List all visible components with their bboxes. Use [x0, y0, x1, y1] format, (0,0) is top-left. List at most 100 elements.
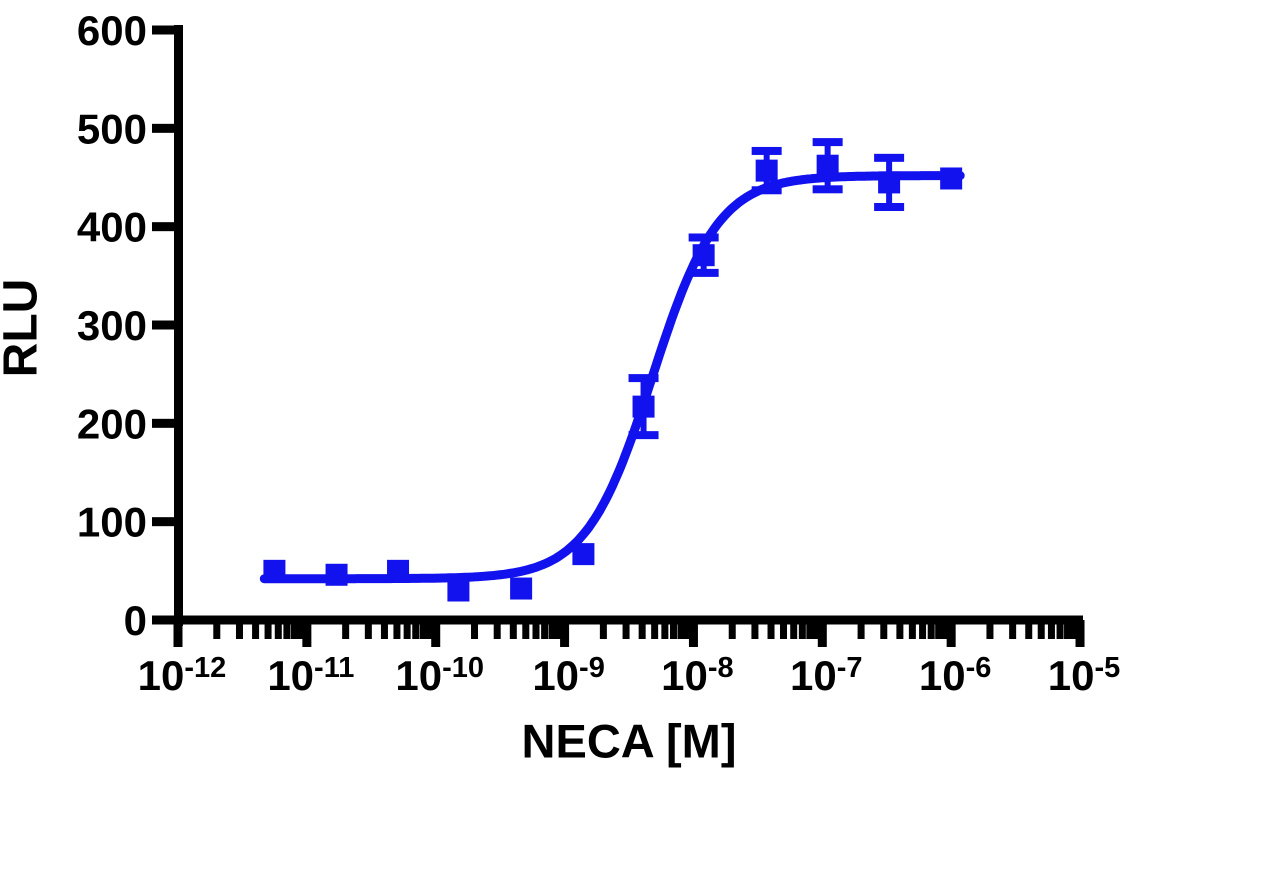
error-bar-cap-top	[751, 146, 782, 155]
error-bar-cap-top	[812, 138, 843, 147]
x-minor-tick	[213, 620, 221, 639]
x-minor-tick	[751, 620, 759, 639]
x-major-tick	[560, 620, 570, 647]
y-axis-title: RLU	[0, 278, 48, 378]
y-tick	[152, 25, 178, 35]
error-bar-cap-bottom	[688, 268, 719, 277]
y-tick	[152, 615, 178, 625]
x-minor-tick	[364, 620, 372, 639]
x-major-tick	[431, 620, 441, 647]
x-minor-tick	[651, 620, 659, 639]
x-tick-label: 10-10	[395, 652, 484, 699]
x-minor-tick	[880, 620, 888, 639]
error-bar-cap-top	[874, 153, 905, 162]
x-minor-tick	[986, 620, 994, 639]
fit-curve	[259, 171, 965, 584]
x-minor-tick	[252, 620, 260, 639]
x-minor-tick	[638, 620, 646, 639]
x-minor-tick	[393, 620, 401, 639]
x-minor-tick	[297, 620, 305, 639]
x-minor-tick	[493, 620, 501, 639]
x-tick-label: 10-12	[138, 652, 227, 699]
data-point-marker	[572, 543, 595, 566]
data-point-marker	[755, 159, 778, 182]
x-minor-tick	[812, 620, 820, 639]
x-minor-tick	[599, 620, 607, 639]
x-minor-tick	[669, 620, 677, 639]
x-minor-tick	[935, 620, 943, 639]
x-tick-label: 10-7	[790, 652, 863, 699]
x-tick-label: 10-5	[1048, 652, 1121, 699]
x-minor-tick	[806, 620, 814, 639]
error-bar-cap-top	[628, 374, 659, 383]
x-major-tick	[173, 620, 183, 647]
data-point-marker	[447, 579, 470, 602]
x-minor-tick	[264, 620, 272, 639]
error-bar-cap-bottom	[874, 203, 905, 212]
x-minor-tick	[661, 620, 669, 639]
y-tick-label: 0	[124, 597, 147, 644]
y-tick	[152, 418, 178, 428]
y-tick-label: 400	[77, 204, 147, 251]
x-minor-tick	[908, 620, 916, 639]
x-minor-tick	[1025, 620, 1033, 639]
x-minor-tick	[941, 620, 949, 639]
x-minor-tick	[380, 620, 388, 639]
x-minor-tick	[622, 620, 630, 639]
data-point-marker	[510, 577, 533, 600]
y-tick	[152, 222, 178, 232]
x-minor-tick	[555, 620, 563, 639]
x-minor-tick	[412, 620, 420, 639]
x-minor-tick	[780, 620, 788, 639]
x-minor-tick	[790, 620, 798, 639]
x-minor-tick	[767, 620, 775, 639]
x-tick-label: 10-11	[267, 652, 354, 699]
x-minor-tick	[1064, 620, 1072, 639]
x-minor-tick	[1056, 620, 1064, 639]
x-minor-tick	[426, 620, 434, 639]
y-axis-line	[174, 25, 183, 626]
x-minor-tick	[896, 620, 904, 639]
y-tick	[152, 320, 178, 330]
x-minor-tick	[290, 620, 298, 639]
x-minor-tick	[471, 620, 479, 639]
error-bar-cap-bottom	[628, 431, 659, 440]
y-tick-label: 600	[77, 7, 147, 54]
y-tick	[152, 123, 178, 133]
x-major-tick	[817, 620, 827, 647]
x-minor-tick	[1070, 620, 1078, 639]
x-tick-label: 10-8	[661, 652, 734, 699]
x-minor-tick	[798, 620, 806, 639]
x-minor-tick	[403, 620, 411, 639]
x-minor-tick	[541, 620, 549, 639]
x-major-tick	[1075, 620, 1085, 647]
x-tick-label: 10-6	[919, 652, 992, 699]
x-minor-tick	[927, 620, 935, 639]
y-tick	[152, 517, 178, 527]
x-minor-tick	[1009, 620, 1017, 639]
x-minor-tick	[419, 620, 427, 639]
x-major-tick	[302, 620, 312, 647]
x-major-tick	[688, 620, 698, 647]
y-tick-label: 500	[77, 105, 147, 152]
x-minor-tick	[684, 620, 692, 639]
x-minor-tick	[728, 620, 736, 639]
x-minor-tick	[235, 620, 243, 639]
x-minor-tick	[919, 620, 927, 639]
y-tick-label: 300	[77, 302, 147, 349]
x-minor-tick	[342, 620, 350, 639]
x-minor-tick	[522, 620, 530, 639]
x-axis-title: NECA [M]	[521, 714, 737, 768]
x-minor-tick	[283, 620, 291, 639]
x-minor-tick	[548, 620, 556, 639]
x-minor-tick	[274, 620, 282, 639]
x-minor-tick	[677, 620, 685, 639]
x-minor-tick	[532, 620, 540, 639]
x-minor-tick	[1047, 620, 1055, 639]
data-point-marker	[816, 154, 839, 177]
x-minor-tick	[857, 620, 865, 639]
x-minor-tick	[1037, 620, 1045, 639]
y-tick-label: 200	[77, 400, 147, 447]
